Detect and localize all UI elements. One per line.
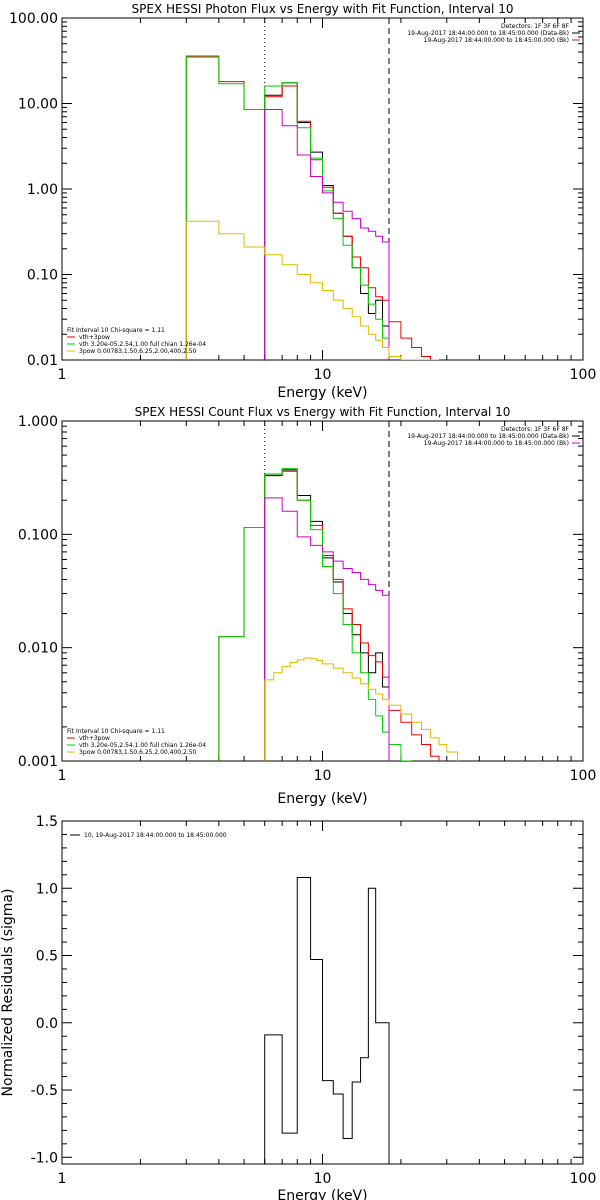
x-tick-label: 100 [570,768,597,784]
series-line [264,657,459,761]
x-tick-label: 1 [58,768,67,784]
legend-text: vth 3.20e-05,2.54,1.00 full chian 1.26e-… [79,742,206,749]
x-tick-label: 100 [570,1171,597,1187]
legend-text: 19-Aug-2017 18:44:00.000 to 18:45:00.000… [424,440,569,447]
y-axis-label: Normalized Residuals (sigma) [0,889,16,1097]
legend-text: 19-Aug-2017 18:44:00.000 to 18:45:00.000… [424,37,569,44]
x-axis-label: Energy (keV) [277,1188,367,1200]
series-line [264,109,390,360]
legend-text: 19-Aug-2017 18:44:00.000 to 18:45:00.000… [407,30,569,37]
legend-text: Fit Interval 10 Chi-square = 1.11 [67,728,165,735]
legend-text: 3pow 0.00783,1.50,6.25,2.00,400,2.50 [79,348,197,355]
series-line [264,876,390,1164]
y-tick-label: 0.0 [36,1016,58,1032]
y-tick-label: 0.01 [27,353,58,369]
count-flux-panel: 1 10 100 1.000 0.100 0.010 0.001 SPEX HESSI Cou… [18,405,596,807]
series-line [264,82,390,360]
legend-text: Detectors: 1F 3F 6F 8F [501,23,570,30]
series-line [185,220,439,360]
y-tick-label: 1.000 [18,414,58,430]
x-axis-label: Energy (keV) [277,791,367,807]
y-tick-label: 1.0 [36,881,58,897]
legend-text: 10, 19-Aug-2017 18:44:00.000 to 18:45:00… [84,832,227,839]
y-tick-label: 0.001 [18,754,58,770]
chart-title: SPEX HESSI Photon Flux vs Energy with Fi… [132,2,514,16]
y-tick-label: 1.00 [27,182,58,198]
chart-title: SPEX HESSI Count Flux vs Energy with Fit… [135,405,511,419]
series-line [185,56,439,360]
legend-text: vth+3pow [79,735,110,742]
legend-text: 19-Aug-2017 18:44:00.000 to 18:45:00.000… [407,433,569,440]
x-tick-label: 10 [314,768,332,784]
legend-text: vth 3.20e-05,2.54,1.00 full chian 1.26e-… [79,341,206,348]
series-line [264,497,390,761]
y-tick-label: 0.5 [36,949,58,965]
x-axis-label: Energy (keV) [277,385,367,401]
y-tick-label: -0.5 [31,1083,58,1099]
plot-frame [61,420,584,762]
y-tick-label: 10.00 [18,97,58,113]
y-tick-label: -1.0 [31,1150,58,1166]
y-tick-label: 1.5 [36,814,58,830]
legend-text: Detectors: 1F 3F 6F 8F [501,426,570,433]
series-line [218,470,440,761]
y-tick-label: 0.100 [18,527,58,543]
residuals-panel: 1 10 100 1.5 1.0 0.5 0.0 -0.5 -1.0 Energy (keV) No… [0,814,596,1200]
series-line [264,469,390,761]
x-tick-label: 10 [314,1171,332,1187]
x-tick-label: 1 [58,1171,67,1187]
photon-flux-panel: 1 10 100 100.00 10.00 1.00 0.10 0.01 SPEX HESSI … [9,2,596,401]
x-tick-label: 1 [58,367,67,383]
x-tick-label: 10 [314,367,332,383]
legend-text: 3pow 0.00783,1.50,6.25,2.00,400,2.50 [79,749,197,756]
series-line [185,55,390,360]
y-tick-label: 100.00 [9,11,58,27]
series-line [218,468,412,761]
y-tick-label: 0.10 [27,268,58,284]
y-tick-label: 0.010 [18,641,58,657]
legend-text: Fit Interval 10 Chi-square = 1.11 [67,327,165,334]
legend-text: vth+3pow [79,334,110,341]
x-tick-label: 100 [570,367,597,383]
